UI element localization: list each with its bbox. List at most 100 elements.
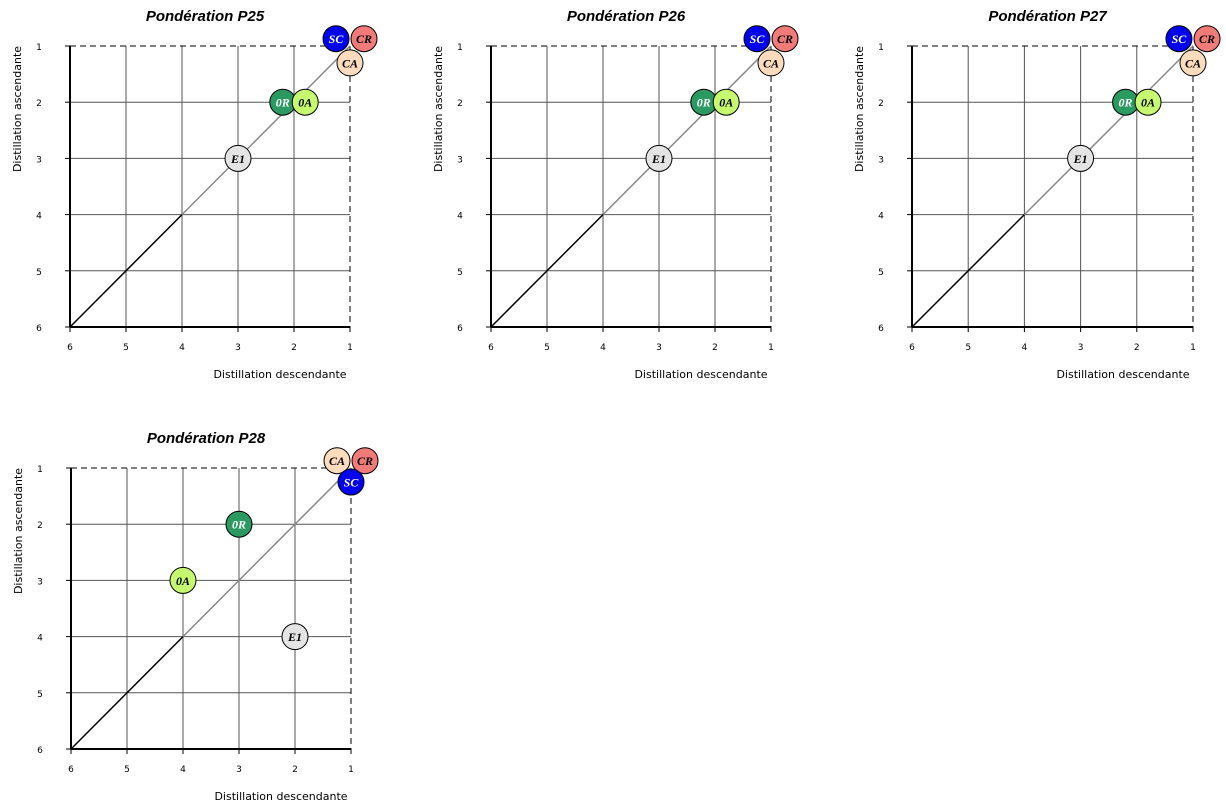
x-tick-label: 1 [768,343,774,353]
data-point-label: CA [329,454,345,468]
y-tick-label: 3 [878,155,884,165]
x-tick-label: 4 [179,343,185,353]
x-tick-label: 2 [292,765,298,775]
x-tick-label: 6 [67,343,73,353]
data-point-0a: 0A [169,566,197,594]
data-point-label: SC [344,476,360,490]
data-point-marker [225,510,253,538]
data-point-label: 0A [1141,96,1155,110]
x-tick-label: 2 [712,343,718,353]
x-tick-label: 6 [488,343,494,353]
x-tick-label: 4 [600,343,606,353]
chart-panel-2: 6 5 4 3 2 1 1 2 3 4 5 6 Pondération P26 Distillation … [432,8,799,381]
data-point-marker [1165,25,1193,53]
diagonal-line-upper [181,45,351,216]
x-axis-label: Distillation descendante [213,368,346,381]
y-axis-label: Distillation ascendante [853,46,866,172]
data-point-0a: 0A [1134,88,1162,116]
data-point-label: CR [356,32,372,46]
data-point-label: E1 [651,152,666,166]
x-tick-label: 3 [1078,343,1084,353]
diagonal-line-upper [1023,45,1194,216]
data-point-label: CA [1185,56,1201,70]
data-point-marker [1193,25,1221,53]
y-tick-label: 4 [457,212,463,222]
x-axis-label: Distillation descendante [214,790,347,803]
data-point-marker [1134,88,1162,116]
y-tick-label: 1 [457,43,463,53]
data-point-0a: 0A [712,88,740,116]
chart-title: Pondération P28 [147,430,266,447]
data-point-0a: 0A [291,88,319,116]
data-point-ca: CA [323,447,351,475]
y-axis-label: Distillation ascendante [432,46,445,172]
chart-panel-1: 6 5 4 3 2 1 1 2 3 4 5 6 Pondération P25 Distillation … [11,8,378,381]
data-point-marker [224,144,252,172]
data-point-cr: CR [350,25,378,53]
data-point-label: CR [777,32,793,46]
x-tick-label: 4 [180,765,186,775]
data-point-marker [323,447,351,475]
data-point-marker [757,49,785,77]
data-point-cr: CR [351,447,379,475]
y-axis-label: Distillation ascendante [12,468,25,594]
data-point-e1: E1 [1067,144,1095,172]
data-point-label: 0A [298,96,312,110]
x-tick-label: 2 [1134,343,1140,353]
data-point-label: SC [1172,32,1188,46]
data-point-label: 0R [232,518,246,532]
y-tick-label: 6 [36,324,42,334]
chart-title: Pondération P25 [146,8,265,25]
x-axis-label: Distillation descendante [1056,368,1189,381]
data-point-label: CR [1199,32,1215,46]
data-point-marker [337,468,365,496]
diagonal-line-lower [911,214,1025,328]
y-tick-label: 2 [37,521,43,531]
y-tick-label: 5 [457,268,463,278]
data-point-ca: CA [336,49,364,77]
data-point-label: SC [750,32,766,46]
data-point-0r: 0R [225,510,253,538]
x-tick-label: 5 [123,343,129,353]
data-point-label: 0R [1119,96,1133,110]
y-tick-label: 4 [37,634,43,644]
data-point-marker [645,144,673,172]
data-point-marker [1179,49,1207,77]
x-tick-label: 3 [236,765,242,775]
data-point-marker [712,88,740,116]
y-tick-label: 2 [36,99,42,109]
x-tick-label: 6 [909,343,915,353]
data-point-marker [336,49,364,77]
data-point-ca: CA [757,49,785,77]
x-tick-label: 3 [235,343,241,353]
x-tick-label: 4 [1022,343,1028,353]
data-point-e1: E1 [224,144,252,172]
data-point-label: 0R [697,96,711,110]
data-point-ca: CA [1179,49,1207,77]
data-point-label: CA [342,56,358,70]
y-tick-label: 3 [457,155,463,165]
chart-title: Pondération P26 [567,8,686,25]
data-point-marker [350,25,378,53]
diagonal-line-lower [70,636,184,750]
x-tick-label: 1 [348,765,354,775]
data-point-e1: E1 [645,144,673,172]
data-point-label: CA [763,56,779,70]
data-point-sc: SC [743,25,771,53]
data-point-label: CR [357,454,373,468]
data-point-marker [291,88,319,116]
x-axis-label: Distillation descendante [634,368,767,381]
y-tick-label: 6 [37,746,43,756]
y-tick-label: 5 [36,268,42,278]
chart-panel-3: 6 5 4 3 2 1 1 2 3 4 5 6 Pondération P27 Distillation … [853,8,1221,381]
data-point-label: SC [329,32,345,46]
y-tick-label: 1 [37,465,43,475]
x-tick-label: 5 [124,765,130,775]
y-tick-label: 2 [457,99,463,109]
y-tick-label: 2 [878,99,884,109]
y-tick-label: 6 [878,324,884,334]
data-point-0r: 0R [269,88,297,116]
data-point-sc: SC [337,468,365,496]
data-point-sc: SC [1165,25,1193,53]
